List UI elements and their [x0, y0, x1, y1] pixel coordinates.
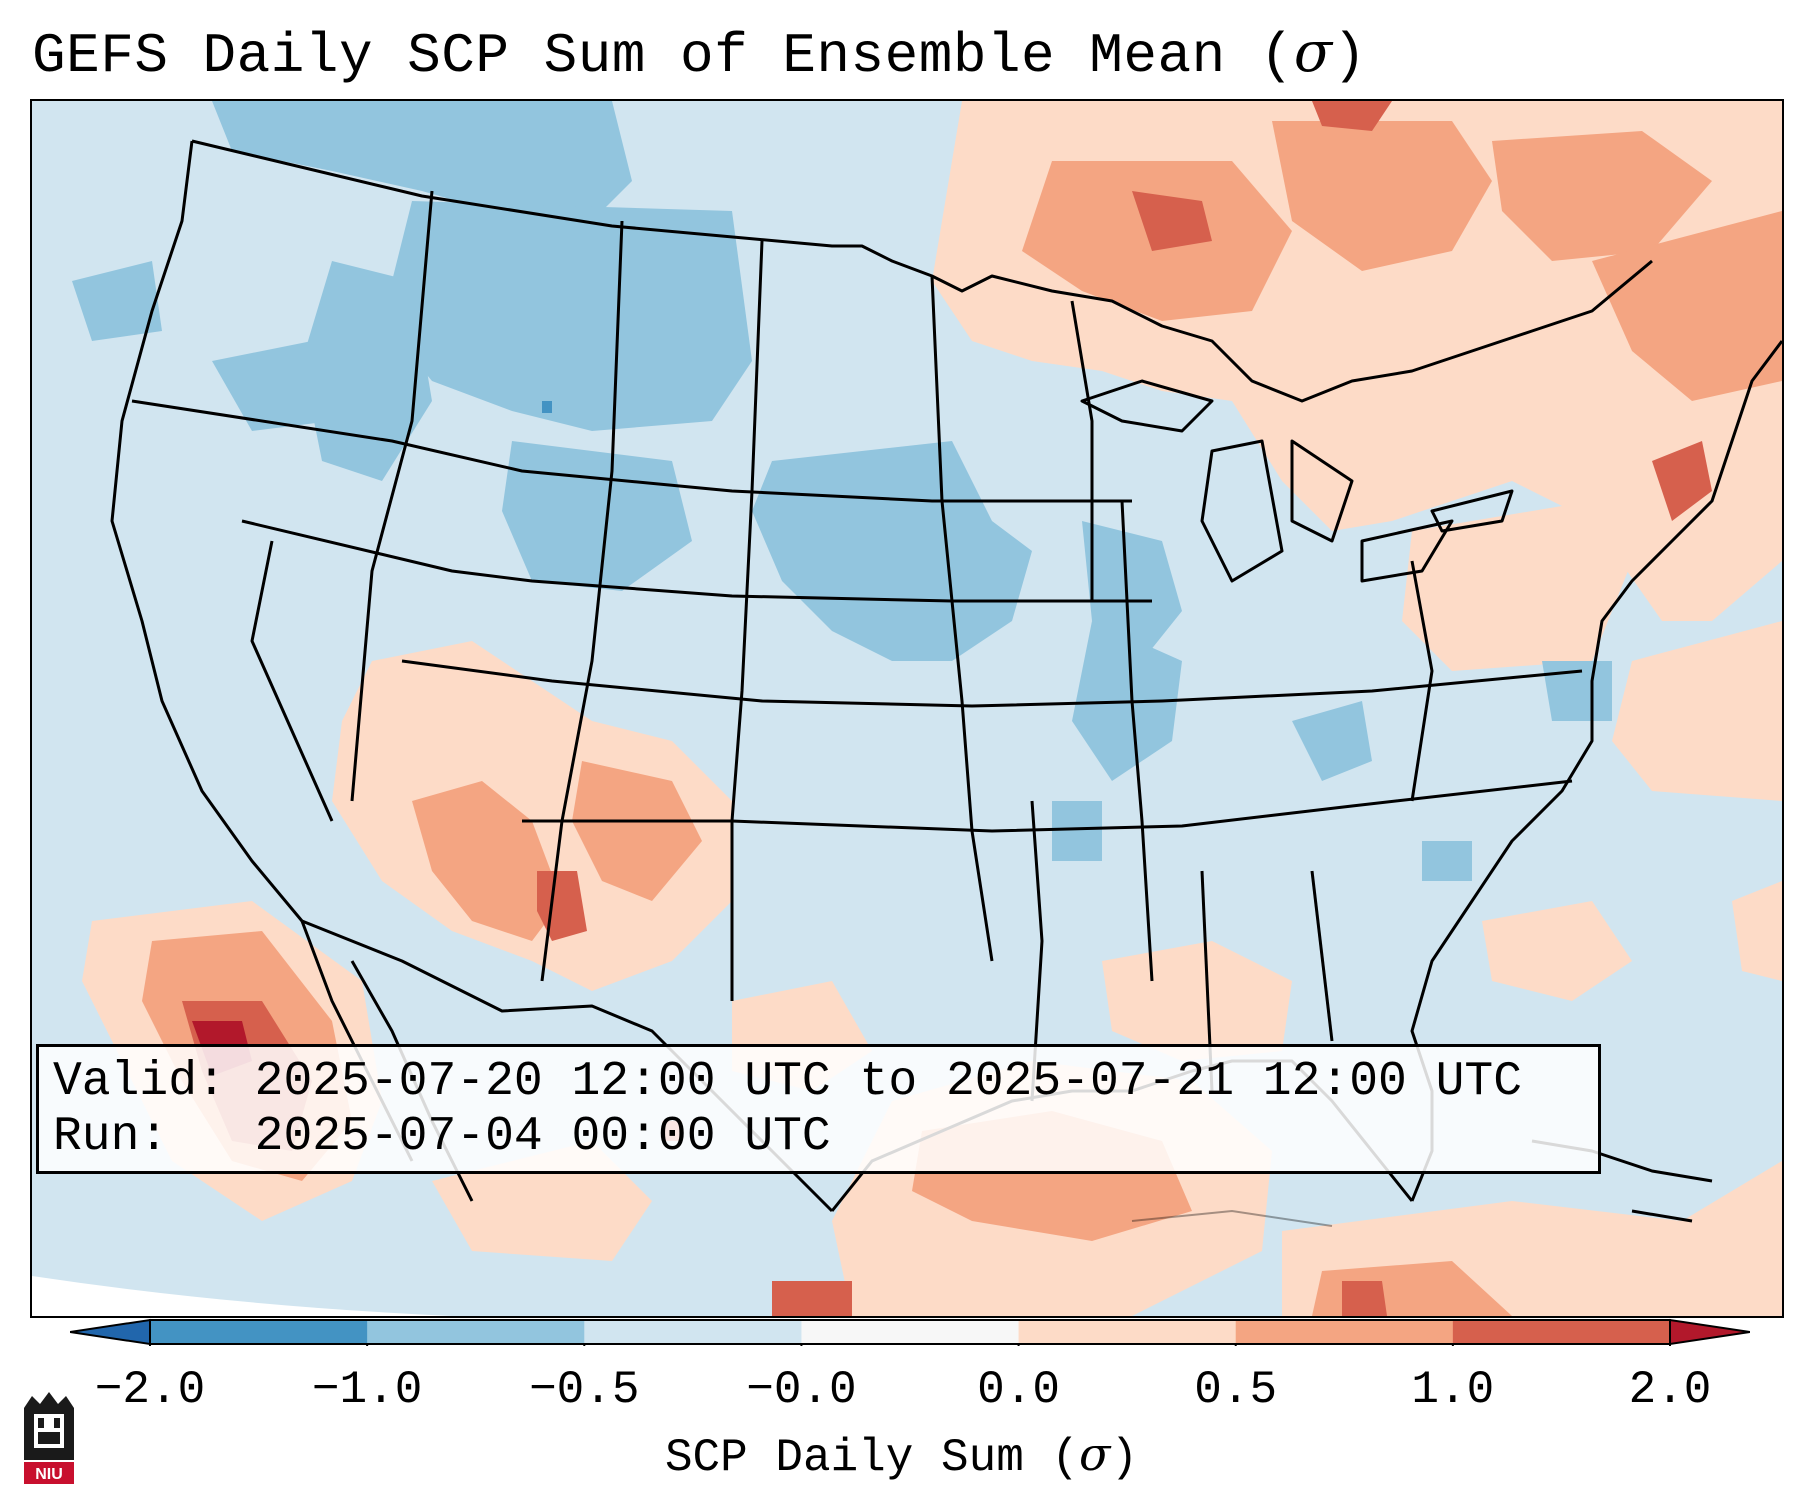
svg-text:NIU: NIU: [35, 1466, 63, 1483]
colorbar-segment: [367, 1320, 585, 1344]
colorbar-segment: [584, 1320, 802, 1344]
colorbar: [70, 1318, 1750, 1346]
colorbar-segment: [1452, 1320, 1671, 1344]
colorbar-tick-label: −1.0: [311, 1364, 423, 1416]
colorbar-label: SCP Daily Sum (σ): [664, 1427, 1139, 1484]
colorbar-tick-label: 1.0: [1411, 1364, 1495, 1416]
chart-title: GEFS Daily SCP Sum of Ensemble Mean (σ): [32, 20, 1367, 88]
colorbar-tick-label: 0.5: [1194, 1364, 1278, 1416]
colorbar-under-triangle: [70, 1318, 151, 1346]
colorbar-over-triangle: [1669, 1318, 1750, 1346]
valid-time-text: Valid: 2025-07-20 12:00 UTC to 2025-07-2…: [53, 1055, 1523, 1109]
colorbar-tick-label: 2.0: [1628, 1364, 1712, 1416]
colorbar-tick-label: −0.0: [746, 1364, 857, 1416]
valid-run-infobox: Valid: 2025-07-20 12:00 UTC to 2025-07-2…: [36, 1044, 1601, 1174]
niu-logo: NIU: [24, 1392, 74, 1484]
map-boundaries: [110, 139, 1782, 1223]
colorbar-segment: [1018, 1320, 1237, 1344]
colorbar-segment: [801, 1320, 1020, 1344]
colorbar-segment: [1235, 1320, 1454, 1344]
run-time-text: Run: 2025-07-04 00:00 UTC: [53, 1110, 831, 1164]
colorbar-tick-label: −2.0: [94, 1364, 206, 1416]
colorbar-tick-label: −0.5: [529, 1364, 640, 1416]
colorbar-segment: [150, 1320, 368, 1344]
colorbar-tick-label: 0.0: [977, 1364, 1060, 1416]
